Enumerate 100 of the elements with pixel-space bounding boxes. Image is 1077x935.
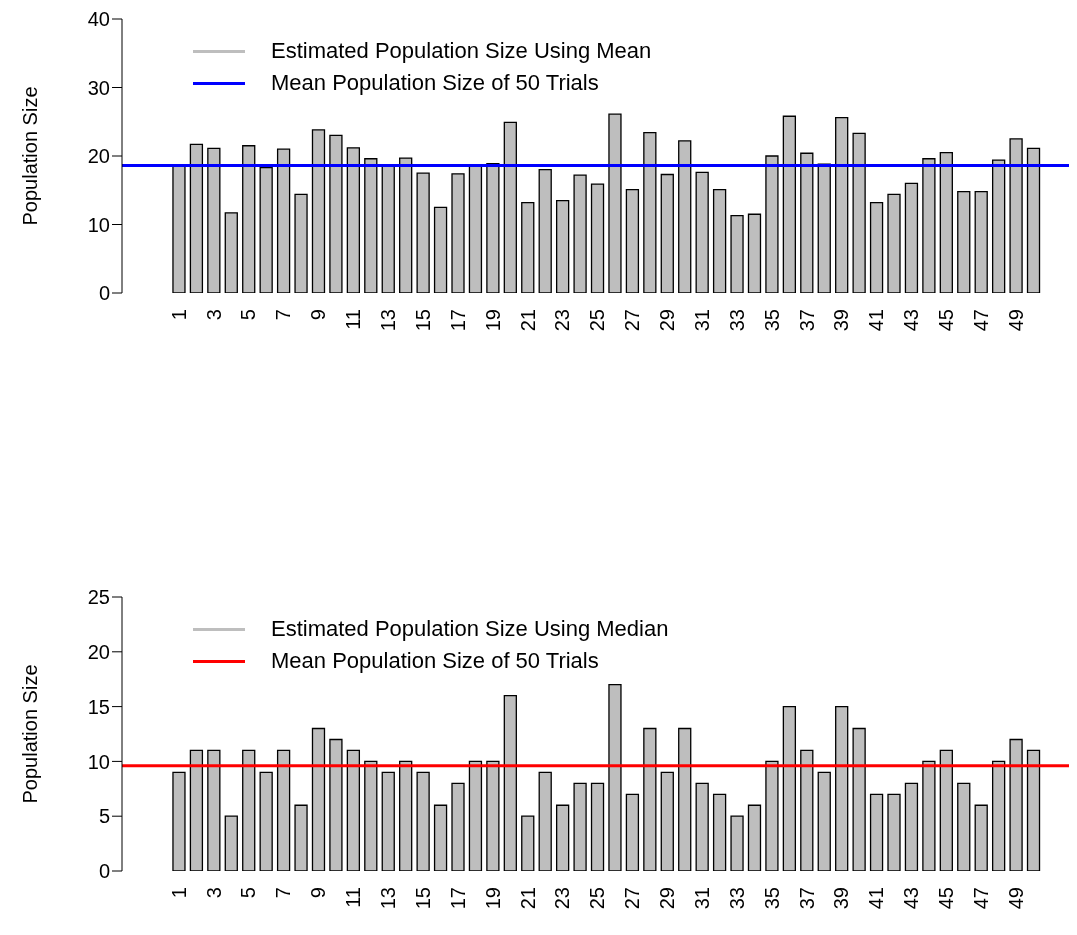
x-tick-label: 27 <box>621 309 644 332</box>
bar <box>364 158 378 293</box>
x-tick-label: 31 <box>690 887 713 910</box>
bar <box>625 793 640 871</box>
x-tick-label: 45 <box>935 887 958 910</box>
bar <box>172 164 186 293</box>
bar <box>207 749 221 871</box>
x-tick-label: 37 <box>795 309 818 332</box>
x-tick-label: 5 <box>237 887 260 899</box>
y-tick-label: 20 <box>87 640 110 663</box>
bar <box>451 173 465 293</box>
bar <box>922 760 936 871</box>
x-tick-label: 29 <box>656 887 679 910</box>
x-tick-label: 13 <box>377 309 399 332</box>
x-tick-label: 49 <box>1004 309 1027 332</box>
bar <box>486 162 500 293</box>
bar <box>660 771 674 871</box>
bar <box>433 206 448 293</box>
bar <box>957 782 971 871</box>
x-tick-label: 15 <box>411 887 434 910</box>
bar <box>678 727 692 871</box>
x-tick-label: 19 <box>481 887 504 910</box>
bar <box>189 143 204 293</box>
x-tick-label: 23 <box>551 887 574 910</box>
bar <box>538 771 552 871</box>
y-tick-label: 30 <box>87 76 110 99</box>
bar <box>939 749 953 871</box>
x-tick-label: 21 <box>516 887 539 910</box>
bar <box>329 134 343 293</box>
bar <box>1026 749 1041 871</box>
bar <box>1009 738 1023 871</box>
x-tick-label: 5 <box>237 309 260 321</box>
bar <box>991 760 1006 871</box>
x-tick-label: 25 <box>586 309 609 332</box>
bar <box>817 771 831 871</box>
legend-label: Mean Population Size of 50 Trials <box>271 648 599 674</box>
bar <box>416 172 430 293</box>
y-tick-label: 10 <box>87 750 110 773</box>
bar <box>590 782 605 871</box>
x-tick-label: 9 <box>307 309 330 321</box>
bar <box>695 171 709 293</box>
bar <box>433 804 448 871</box>
bar <box>869 201 884 293</box>
bar <box>259 167 273 293</box>
bar <box>643 132 657 293</box>
bar <box>294 193 308 293</box>
bar <box>172 771 186 871</box>
bar <box>974 190 988 293</box>
x-tick-label: 47 <box>969 887 992 910</box>
y-tick-label: 25 <box>87 586 110 609</box>
x-tick-label: 3 <box>202 887 225 899</box>
x-tick-label: 43 <box>900 887 923 910</box>
bar <box>399 760 413 871</box>
bar <box>259 771 273 871</box>
x-tick-label: 3 <box>202 309 225 321</box>
bar <box>835 705 849 871</box>
bar <box>276 749 291 871</box>
x-tick-label: 45 <box>935 309 958 332</box>
x-tick-label: 17 <box>446 887 469 910</box>
bar <box>678 140 692 293</box>
bar <box>207 147 221 293</box>
bar <box>730 214 744 293</box>
bar <box>1026 147 1041 293</box>
bar <box>451 782 465 871</box>
x-tick-label: 21 <box>516 309 539 332</box>
x-tick-label: 11 <box>342 309 365 330</box>
legend-label: Mean Population Size of 50 Trials <box>271 70 599 96</box>
bar <box>974 804 988 871</box>
bar <box>747 213 762 293</box>
x-tick-label: 1 <box>167 309 190 321</box>
bar <box>939 151 953 293</box>
bar <box>887 193 901 293</box>
bar <box>346 147 361 293</box>
x-tick-label: 1 <box>167 887 190 899</box>
x-tick-label: 41 <box>865 309 888 332</box>
bar <box>381 771 395 871</box>
bar <box>329 738 343 871</box>
bar <box>730 815 744 871</box>
bar <box>573 782 587 871</box>
x-tick-label: 47 <box>969 309 992 332</box>
x-tick-label: 39 <box>830 887 853 910</box>
bar <box>957 190 971 293</box>
x-tick-label: 23 <box>551 309 574 332</box>
bar <box>555 804 570 871</box>
bar <box>242 145 256 293</box>
x-tick-label: 13 <box>377 887 399 910</box>
y-tick-label: 10 <box>87 213 110 236</box>
bar <box>904 782 919 871</box>
bar <box>364 760 378 871</box>
bar <box>242 749 256 871</box>
bar <box>590 183 605 293</box>
bar <box>747 804 762 871</box>
bar <box>869 793 884 871</box>
y-tick-label: 5 <box>98 805 110 828</box>
bar <box>573 174 587 293</box>
x-tick-label: 39 <box>830 309 853 332</box>
bar <box>904 182 919 293</box>
y-axis-title: Population Size <box>19 664 42 804</box>
bar <box>468 164 483 293</box>
x-tick-label: 49 <box>1004 887 1027 910</box>
